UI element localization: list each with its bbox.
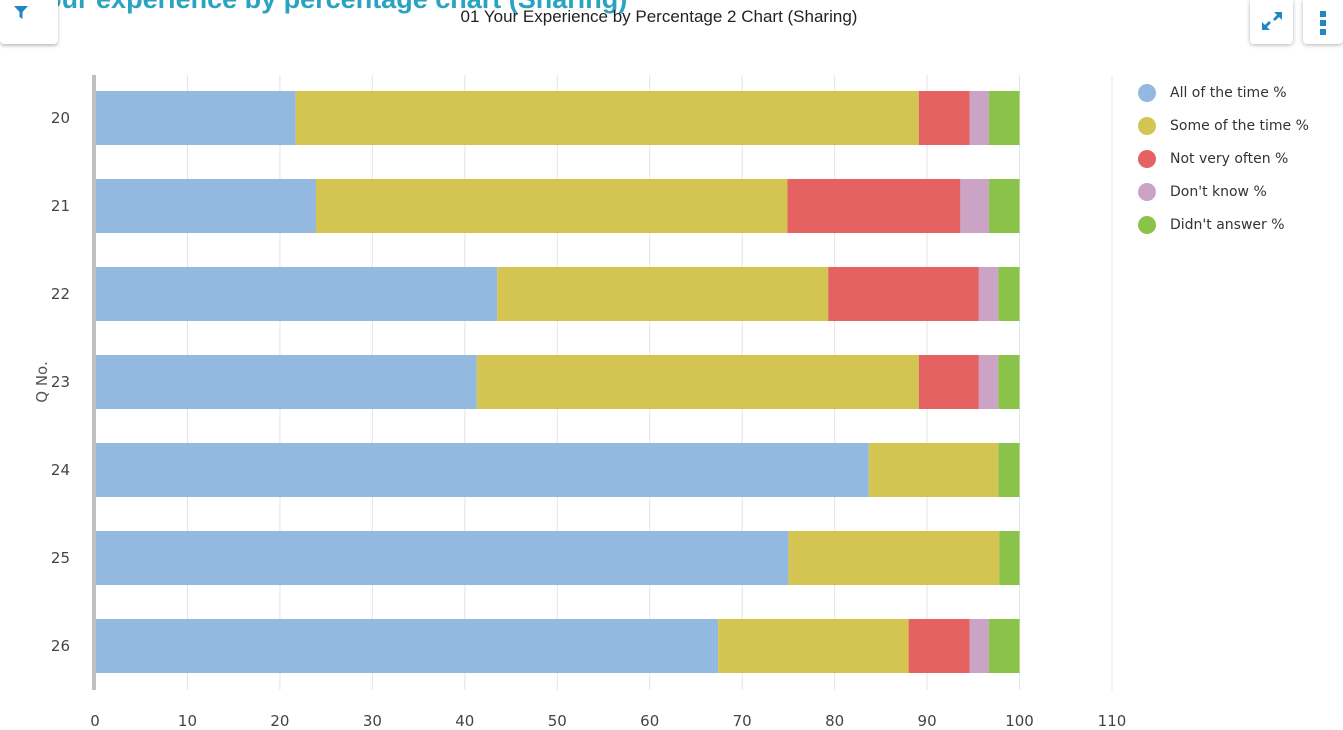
y-tick-label: 22 <box>51 285 70 303</box>
legend-label: Some of the time % <box>1170 118 1309 134</box>
legend-label: Didn't answer % <box>1170 217 1285 233</box>
bars <box>95 91 1020 673</box>
bar-segment[interactable] <box>998 443 1020 497</box>
y-axis-title: Q No. <box>33 361 51 402</box>
legend-swatch <box>1138 84 1156 102</box>
legend-swatch <box>1138 117 1156 135</box>
bar-segment[interactable] <box>999 531 1020 585</box>
bar-segment[interactable] <box>95 91 296 145</box>
chart-title: 01 Your Experience by Percentage 2 Chart… <box>460 7 858 26</box>
x-tick-label: 110 <box>1098 712 1127 730</box>
bar-segment[interactable] <box>95 179 316 233</box>
expand-button[interactable] <box>1250 0 1293 44</box>
legend-swatch <box>1138 183 1156 201</box>
x-tick-label: 90 <box>918 712 937 730</box>
bar-segment[interactable] <box>828 267 979 321</box>
bar-segment[interactable] <box>868 443 999 497</box>
x-tick-label: 70 <box>733 712 752 730</box>
bar-segment[interactable] <box>978 355 999 409</box>
bar-segment[interactable] <box>918 91 970 145</box>
bar-segment[interactable] <box>969 91 990 145</box>
bar-segment[interactable] <box>95 355 477 409</box>
page-heading: 01 Your experience by percentage chart (… <box>0 0 627 15</box>
x-tick-label: 60 <box>640 712 659 730</box>
bar-segment[interactable] <box>95 443 869 497</box>
x-tick-label: 40 <box>455 712 474 730</box>
x-tick-label: 100 <box>1005 712 1034 730</box>
x-tick-label: 80 <box>825 712 844 730</box>
bar-segment[interactable] <box>978 267 999 321</box>
expand-icon <box>1262 12 1282 30</box>
y-tick-label: 25 <box>51 549 70 567</box>
x-tick-label: 50 <box>548 712 567 730</box>
x-tick-label: 0 <box>90 712 100 730</box>
bar-segment[interactable] <box>95 531 789 585</box>
more-options-button[interactable] <box>1303 0 1343 44</box>
filter-button[interactable] <box>0 0 58 44</box>
bar-segment[interactable] <box>969 619 990 673</box>
bar-segment[interactable] <box>497 267 829 321</box>
bar-segment[interactable] <box>998 267 1020 321</box>
legend-label: Not very often % <box>1170 151 1289 167</box>
bar-segment[interactable] <box>989 619 1020 673</box>
y-tick-label: 24 <box>51 461 70 479</box>
y-tick-label: 23 <box>51 373 70 391</box>
bar-segment[interactable] <box>718 619 909 673</box>
y-tick-label: 26 <box>51 637 70 655</box>
bar-segment[interactable] <box>918 355 979 409</box>
bar-segment[interactable] <box>476 355 919 409</box>
legend-label: Don't know % <box>1170 184 1267 200</box>
x-tick-label: 10 <box>178 712 197 730</box>
bar-segment[interactable] <box>95 619 719 673</box>
bar-segment[interactable] <box>295 91 919 145</box>
bar-segment[interactable] <box>960 179 990 233</box>
more-vertical-icon <box>1320 11 1326 35</box>
bar-segment[interactable] <box>989 179 1020 233</box>
axes: 20 21 22 23 24 25 26 0 10 20 30 40 50 60 70 80 90 100 110 <box>51 75 1126 730</box>
bar-segment[interactable] <box>95 267 498 321</box>
bar-segment[interactable] <box>787 179 961 233</box>
bar-segment[interactable] <box>315 179 788 233</box>
x-tick-label: 20 <box>270 712 289 730</box>
bar-segment[interactable] <box>998 355 1020 409</box>
legend-swatch <box>1138 216 1156 234</box>
x-tick-label: 30 <box>363 712 382 730</box>
legend-label: All of the time % <box>1170 85 1287 101</box>
y-tick-label: 21 <box>51 197 70 215</box>
y-tick-label: 20 <box>51 109 70 127</box>
legend-swatch <box>1138 150 1156 168</box>
bar-segment[interactable] <box>908 619 970 673</box>
filter-icon <box>14 6 28 19</box>
bar-segment[interactable] <box>788 531 1000 585</box>
bar-segment[interactable] <box>989 91 1020 145</box>
